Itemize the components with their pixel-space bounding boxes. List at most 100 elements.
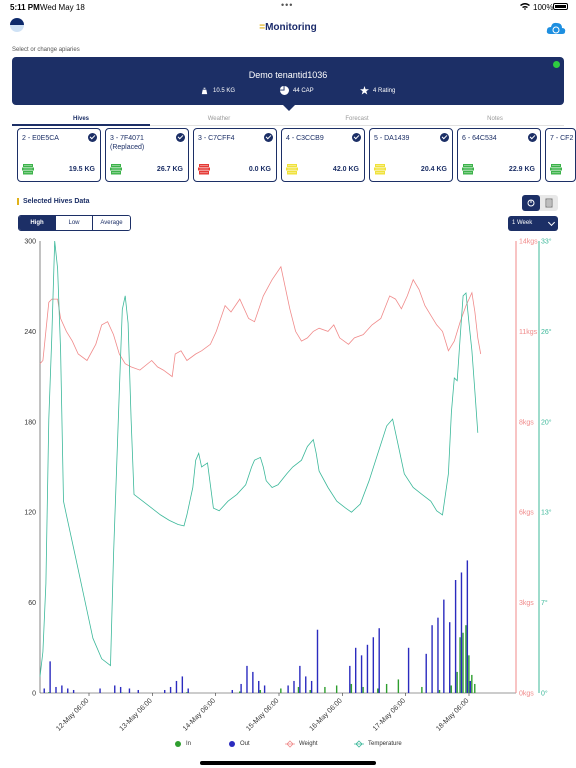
out-bar [164,689,166,693]
x-axis-tick-label: 16-May 06:00 [309,697,344,732]
checkmark-icon[interactable] [528,133,537,142]
in-bar [377,688,379,693]
hive-name: 5 - DA1439 [374,135,410,142]
hive-card[interactable]: 3 - 7F4071 (Replaced) 26.7 KG [105,128,189,182]
hive-name: 3 - C7CFF4 [198,135,235,142]
beehive-icon [198,164,210,175]
home-indicator[interactable] [200,761,376,765]
tab-hives[interactable]: Hives [72,116,89,122]
period-value: 1 Week [512,220,533,226]
hive-card[interactable]: 6 - 64C534 22.9 KG [457,128,541,182]
checkmark-icon[interactable] [264,133,273,142]
tab-weather[interactable]: Weather [207,116,231,122]
apiary-rating: 4 Rating [373,87,396,94]
multitask-dots-icon[interactable]: ••• [281,0,294,10]
left-axis-tick-label: 60 [28,600,36,607]
in-bar [335,685,338,693]
out-bar [425,653,427,693]
out-bar [240,683,242,693]
x-axis-tick-label: 18-May 06:00 [435,697,470,732]
out-bar [354,647,357,693]
app-logo-icon[interactable] [10,18,24,32]
hive-card[interactable]: 3 - C7CFF4 0.0 KG [193,128,277,182]
out-bar [360,655,363,693]
hive-name: 2 - E0E5CA [22,135,59,142]
legend-out[interactable]: Out [228,740,250,748]
out-bar [55,686,57,693]
beehive-icon [550,164,562,175]
out-bar [169,686,172,693]
in-bar [462,632,464,693]
low-button[interactable]: Low [56,216,93,230]
out-bar [454,580,457,693]
hive-card[interactable]: 2 - E0E5CA 19.5 KG [17,128,101,182]
battery-percent: 100% [533,3,554,12]
view-toggle [522,195,558,211]
beehive-icon [374,164,386,175]
out-bar [372,637,375,693]
out-bar [43,688,45,693]
out-bar [252,671,254,693]
status-bar: 5:11 PM Wed May 18 ••• 100% [0,0,576,14]
out-bar [119,686,122,693]
out-bar [128,688,131,693]
list-view-button[interactable] [540,195,558,211]
weight-icon [201,87,208,95]
weight-axis-tick-label: 6kgs [519,510,534,517]
tab-notes[interactable]: Notes [487,116,503,122]
chart-view-icon [527,199,535,207]
in-bar [186,692,188,693]
chart-view-button[interactable] [522,195,540,211]
checkmark-icon[interactable] [352,133,361,142]
weight-axis-tick-label: 11kgs [519,329,538,336]
in-bar [450,685,452,693]
legend-weight-label: Weight [299,741,318,747]
out-bar [231,689,233,693]
cloud-sync-icon[interactable] [546,20,566,36]
out-bar [114,685,116,693]
out-bar [407,647,410,693]
hive-card[interactable]: 7 - CF2 Boards [545,128,576,182]
out-bar [437,617,439,693]
in-bar [350,683,353,693]
in-bar [459,637,461,693]
legend-in-label: In [186,741,192,747]
in-bar [438,689,441,693]
apiary-card[interactable]: Demo tenantid1036 10.5 KG 44 CAP 4 Ratin… [12,57,564,105]
out-bar [187,688,189,693]
list-view-icon [545,198,553,208]
in-bar [421,686,423,693]
hive-card[interactable]: 4 - C3CCB9 42.0 KG [281,128,365,182]
checkmark-icon[interactable] [88,133,97,142]
battery-icon [553,3,568,10]
checkmark-icon[interactable] [440,133,449,142]
checkmark-icon[interactable] [176,133,185,142]
legend-temperature-marker [354,740,364,748]
out-bar [246,665,248,693]
in-bar [468,655,470,693]
out-bar [469,680,471,693]
high-button[interactable]: High [19,216,56,230]
hive-weight: 19.5 KG [68,166,95,173]
average-button[interactable]: Average [93,216,130,230]
tab-forecast[interactable]: Forecast [345,116,369,122]
legend-in[interactable]: In [174,740,191,748]
apiary-weight-stat: 10.5 KG [200,86,235,95]
legend-temperature[interactable]: Temperature [354,740,402,748]
hive-weight: 42.0 KG [332,166,359,173]
left-axis-tick-label: 0 [32,691,36,698]
weight-axis-tick-label: 3kgs [519,600,534,607]
out-bar [287,685,289,693]
hive-weight: 26.7 KG [156,166,183,173]
period-dropdown[interactable]: 1 Week [508,216,558,231]
in-bar [324,686,326,693]
out-bar [181,676,184,693]
legend-temperature-label: Temperature [368,741,402,747]
out-bar [310,680,313,693]
out-bar [443,599,445,693]
out-bar [305,676,307,693]
temperature-series-line [39,240,479,677]
legend-weight[interactable]: Weight [285,740,318,748]
hive-card[interactable]: 5 - DA1439 20.4 KG [369,128,453,182]
x-axis-tick-label: 17-May 06:00 [372,697,407,732]
